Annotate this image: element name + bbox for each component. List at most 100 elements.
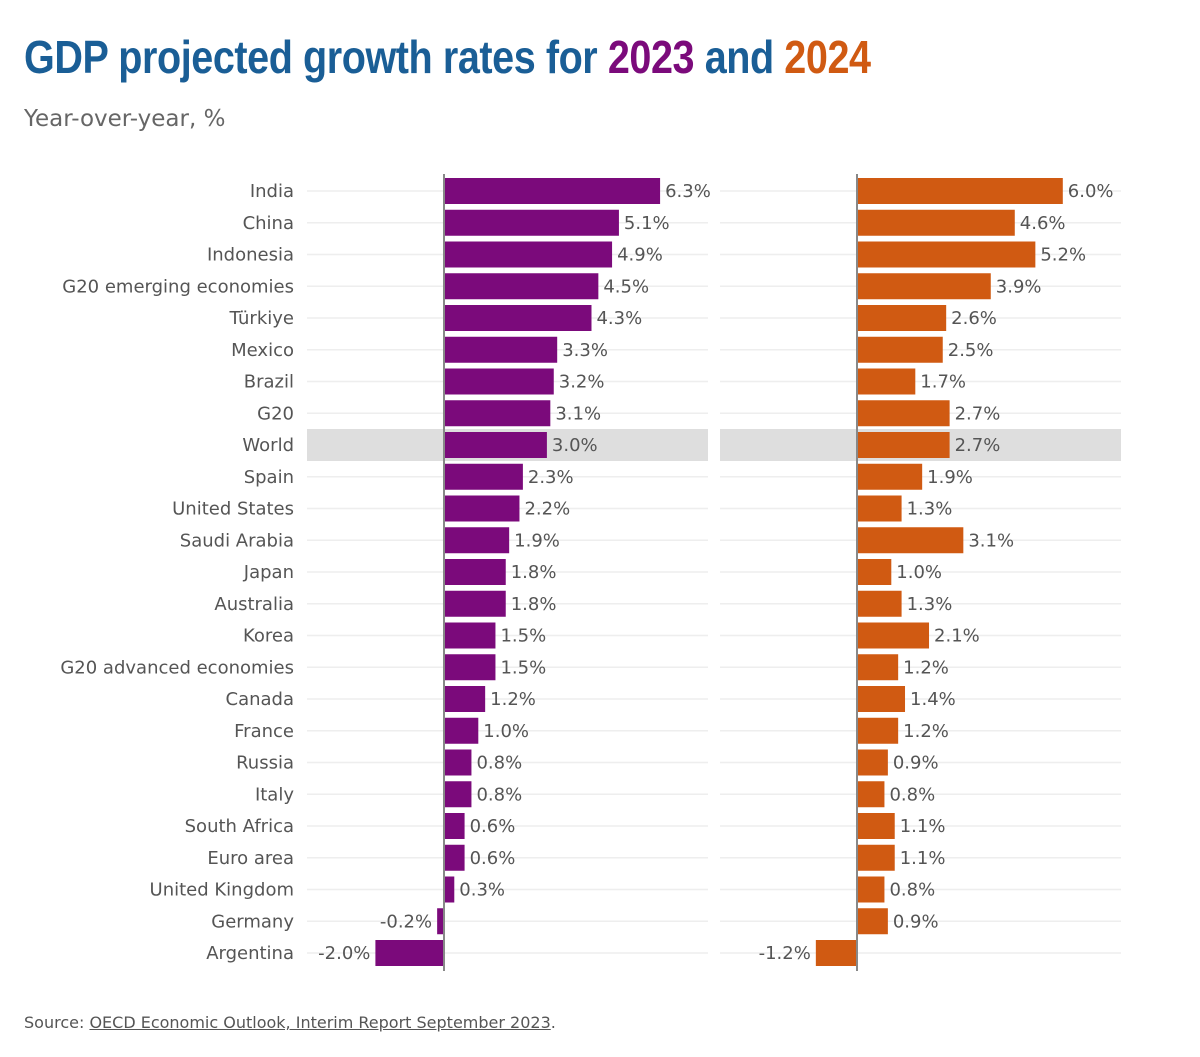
category-label: World <box>242 435 294 456</box>
value-label-2024: 0.9% <box>893 753 939 774</box>
value-label-2023: 0.6% <box>470 848 516 869</box>
bar-2024[interactable] <box>857 463 923 490</box>
value-label-2024: 1.1% <box>900 848 946 869</box>
category-label: Indonesia <box>207 245 294 266</box>
bar-2023[interactable] <box>444 209 619 236</box>
category-label: Brazil <box>244 372 294 393</box>
value-label-2024: 4.6% <box>1020 213 1066 234</box>
bar-2023[interactable] <box>444 686 486 712</box>
value-label-2023: 1.5% <box>500 626 546 647</box>
chart-title: GDP projected growth rates for 2023 and … <box>24 30 871 84</box>
bar-2024[interactable] <box>857 844 895 871</box>
bar-2023[interactable] <box>444 590 506 617</box>
source-link[interactable]: OECD Economic Outlook, Interim Report Se… <box>89 1013 551 1032</box>
value-label-2023: 4.3% <box>596 308 642 329</box>
bar-2023[interactable] <box>444 813 465 839</box>
bar-2024[interactable] <box>857 622 930 649</box>
bar-2023[interactable] <box>444 305 592 331</box>
category-label: Canada <box>226 689 295 710</box>
bar-2024[interactable] <box>857 590 902 617</box>
bar-2024[interactable] <box>857 368 916 395</box>
category-label: Türkiye <box>229 308 295 329</box>
category-label: Australia <box>214 594 294 615</box>
bar-2024[interactable] <box>857 336 943 363</box>
bar-2024[interactable] <box>857 432 950 458</box>
bar-2024[interactable] <box>815 940 857 966</box>
bar-2023[interactable] <box>444 717 479 744</box>
bar-2024[interactable] <box>857 241 1036 268</box>
bar-2024[interactable] <box>857 178 1063 204</box>
bar-2023[interactable] <box>444 781 472 808</box>
bar-2024[interactable] <box>857 781 885 808</box>
value-label-2023: 1.9% <box>514 530 560 551</box>
bar-2024[interactable] <box>857 813 895 839</box>
bar-2024[interactable] <box>857 209 1015 236</box>
category-label: Korea <box>243 626 294 647</box>
bar-2023[interactable] <box>444 622 496 649</box>
bar-2023[interactable] <box>444 654 496 681</box>
category-label: India <box>250 181 294 202</box>
bar-2023[interactable] <box>444 178 661 204</box>
bar-2023[interactable] <box>444 241 613 268</box>
category-label: Russia <box>236 753 294 774</box>
category-label: South Africa <box>185 816 294 837</box>
bar-2024[interactable] <box>857 908 888 935</box>
value-label-2023: 5.1% <box>624 213 670 234</box>
bar-2023[interactable] <box>444 749 472 776</box>
category-label: Mexico <box>231 340 294 361</box>
bar-2024[interactable] <box>857 400 950 427</box>
bar-2024[interactable] <box>857 686 906 712</box>
bar-2023[interactable] <box>444 463 523 490</box>
value-label-2023: 2.3% <box>528 467 574 488</box>
value-label-2023: 3.2% <box>559 372 605 393</box>
bar-2023[interactable] <box>444 559 506 585</box>
bar-2024[interactable] <box>857 273 991 300</box>
value-label-2024: 2.1% <box>934 626 980 647</box>
bar-2024[interactable] <box>857 305 947 331</box>
value-label-2023: 1.0% <box>483 721 529 742</box>
value-label-2023: 4.5% <box>603 276 649 297</box>
bar-2023[interactable] <box>444 336 558 363</box>
bar-2024[interactable] <box>857 749 888 776</box>
bar-chart: India China Indonesia G20 emerging economie… <box>60 174 1121 971</box>
value-label-2023: 0.6% <box>470 816 516 837</box>
bar-2024[interactable] <box>857 876 885 903</box>
category-label: G20 emerging economies <box>62 276 294 297</box>
category-label: Spain <box>244 467 294 488</box>
bar-2023[interactable] <box>444 400 551 427</box>
bar-2023[interactable] <box>444 432 547 458</box>
bar-2023[interactable] <box>444 876 455 903</box>
bar-2023[interactable] <box>444 527 510 554</box>
category-label: China <box>243 213 294 234</box>
value-label-2023: 3.1% <box>555 403 601 424</box>
bar-2023[interactable] <box>444 495 520 522</box>
value-label-2023: 0.8% <box>476 784 522 805</box>
bar-2024[interactable] <box>857 559 892 585</box>
value-label-2023: 1.8% <box>511 562 557 583</box>
value-label-2023: 1.8% <box>511 594 557 615</box>
bar-2024[interactable] <box>857 527 964 554</box>
bar-2024[interactable] <box>857 495 902 522</box>
value-label-2024: 1.1% <box>900 816 946 837</box>
value-label-2024: 0.8% <box>889 880 935 901</box>
bar-2023[interactable] <box>375 940 444 966</box>
category-label: Euro area <box>207 848 294 869</box>
bar-2023[interactable] <box>444 273 599 300</box>
title-year-2024: 2024 <box>784 31 871 83</box>
value-label-2024: 1.7% <box>920 372 966 393</box>
bar-2023[interactable] <box>437 908 444 935</box>
value-label-2023: 3.0% <box>552 435 598 456</box>
value-label-2024: 1.3% <box>907 499 953 520</box>
value-label-2024: 1.4% <box>910 689 956 710</box>
category-label: Germany <box>211 911 294 932</box>
bar-2024[interactable] <box>857 717 899 744</box>
value-label-2024: -1.2% <box>759 943 811 964</box>
category-label: United States <box>172 499 294 520</box>
value-label-2024: 6.0% <box>1068 181 1114 202</box>
value-label-2024: 2.7% <box>955 403 1001 424</box>
chart-subtitle: Year-over-year, % <box>24 106 226 132</box>
bar-2023[interactable] <box>444 844 465 871</box>
category-label: United Kingdom <box>150 880 294 901</box>
bar-2024[interactable] <box>857 654 899 681</box>
bar-2023[interactable] <box>444 368 554 395</box>
